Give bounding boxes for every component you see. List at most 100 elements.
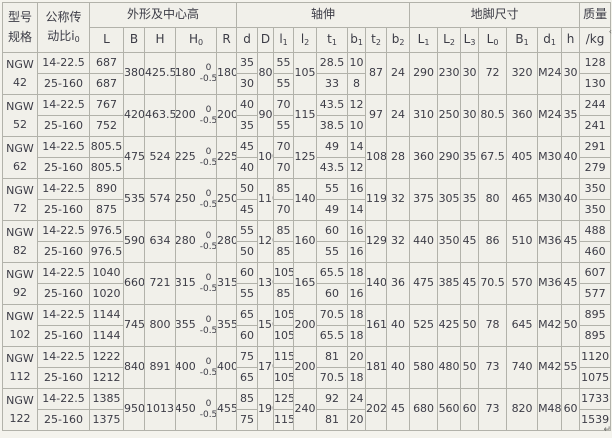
ratio-cell: 25-160	[37, 157, 90, 179]
l1-cell: 55	[273, 115, 295, 137]
t1-cell: 49	[316, 199, 349, 221]
col-header-l1: l1	[273, 27, 295, 53]
col-header-mass: 质量	[579, 2, 612, 28]
h0-tolerance-cell: 180 0 -0.5	[175, 52, 217, 95]
D-cell: 170	[257, 346, 275, 389]
col-header-l2: l2	[293, 27, 318, 53]
col-header-L1: L1	[409, 27, 439, 53]
b1-cell: 24	[347, 388, 367, 410]
h0-tolerance-cell: 400 0 -0.5	[175, 346, 217, 389]
L-cell: 1375	[89, 409, 124, 431]
t1-cell: 28.5	[316, 52, 349, 74]
L3-cell: 50	[460, 346, 480, 389]
H-cell: 463.5	[144, 94, 176, 137]
col-header-h: h	[561, 27, 581, 53]
b1-cell: 18	[347, 325, 367, 347]
b2-cell: 36	[386, 262, 411, 305]
l1-cell: 70	[273, 136, 295, 158]
L2-cell: 290	[437, 136, 462, 179]
L3-cell: 30	[460, 52, 480, 95]
L3-cell: 50	[460, 304, 480, 347]
l1-cell: 70	[273, 157, 295, 179]
L3-cell: 45	[460, 220, 480, 263]
D-cell: 190	[257, 388, 275, 431]
h0-tolerance-cell: 250 0 -0.5	[175, 178, 217, 221]
L-cell: 976.5	[89, 241, 124, 263]
L1-cell: 475	[409, 262, 439, 305]
d1-cell: M30	[537, 178, 563, 221]
d1-cell: M30	[537, 136, 563, 179]
t1-cell: 65.5	[316, 262, 349, 284]
model-cell: NGW 112	[2, 346, 38, 389]
t1-cell: 43.5	[316, 94, 349, 116]
b1-cell: 10	[347, 115, 367, 137]
d-cell: 30	[236, 73, 259, 95]
group-header-foundation: 地脚尺寸	[409, 2, 581, 28]
mass-cell: 291	[579, 136, 612, 158]
table-row: 25-160 1020 55 85 60 16 577	[3, 283, 612, 305]
d-cell: 35	[236, 52, 259, 74]
col-header-H0: H0	[175, 27, 217, 53]
t2-cell: 119	[365, 178, 388, 221]
ratio-cell: 14-22.5	[37, 346, 90, 368]
H-cell: 634	[144, 220, 176, 263]
t1-cell: 60	[316, 283, 349, 305]
model-header-line2: 规格	[7, 29, 32, 44]
table-row: NGW8214-22.5976.55906342800-0.5280551208…	[2, 220, 612, 263]
l1-cell: 105	[273, 367, 295, 389]
L1-cell: 375	[409, 178, 439, 221]
L0-cell: 67.5	[478, 136, 508, 179]
R-cell: 200	[215, 94, 238, 137]
col-header-t1: t1	[316, 27, 349, 53]
d-cell: 40	[236, 157, 259, 179]
L1-cell: 290	[409, 52, 439, 95]
H-cell: 721	[144, 262, 176, 305]
b1-cell: 18	[347, 367, 367, 389]
table-row: NGW11214-22.512228408914000-0.5400751701…	[2, 346, 612, 389]
L2-cell: 305	[437, 178, 462, 221]
b1-cell: 8	[347, 73, 367, 95]
ratio-cell: 25-160	[37, 409, 90, 431]
model-cell: NGW 102	[2, 304, 38, 347]
d-cell: 55	[236, 220, 259, 242]
d-cell: 45	[236, 199, 259, 221]
col-header-B: B	[123, 27, 145, 53]
l1-cell: 55	[273, 73, 295, 95]
L-cell: 1222	[89, 346, 124, 368]
L-cell: 1144	[89, 325, 124, 347]
table-row: NGW12214-22.5138595010134500-0.545585190…	[2, 388, 612, 431]
d1-cell: M42	[537, 346, 563, 389]
model-header-line1: 型号	[7, 10, 32, 25]
d-cell: 35	[236, 115, 259, 137]
mass-cell: 128	[579, 52, 612, 74]
L0-cell: 70.5	[478, 262, 508, 305]
B-cell: 950	[123, 388, 145, 431]
L1-cell: 360	[409, 136, 439, 179]
mass-cell: 241	[579, 115, 612, 137]
h-cell: 40	[561, 136, 581, 179]
l1-cell: 115	[273, 409, 295, 431]
group-header-shaft: 轴伸	[236, 2, 411, 28]
l1-cell: 105	[273, 262, 295, 284]
t1-cell: 70.5	[316, 304, 349, 326]
b2-cell: 24	[386, 94, 411, 137]
h-cell: 40	[561, 178, 581, 221]
mass-cell: 895	[579, 304, 612, 326]
B1-cell: 740	[506, 346, 539, 389]
d-cell: 40	[236, 94, 259, 116]
model-cell: NGW 82	[2, 220, 38, 263]
B1-cell: 465	[506, 178, 539, 221]
L1-cell: 525	[409, 304, 439, 347]
R-cell: 180	[215, 52, 238, 95]
B-cell: 590	[123, 220, 145, 263]
b2-cell: 28	[386, 136, 411, 179]
d1-cell: M24	[537, 94, 563, 137]
L-cell: 1212	[89, 367, 124, 389]
ratio-cell: 14-22.5	[37, 52, 90, 74]
d1-cell: M24	[537, 52, 563, 95]
mass-cell: 350	[579, 178, 612, 200]
B1-cell: 320	[506, 52, 539, 95]
col-header-R: R	[215, 27, 238, 53]
cursor-artifact-icon: ↵	[603, 425, 611, 435]
table-row: 25-160 875 45 70 49 14 350	[3, 199, 612, 221]
